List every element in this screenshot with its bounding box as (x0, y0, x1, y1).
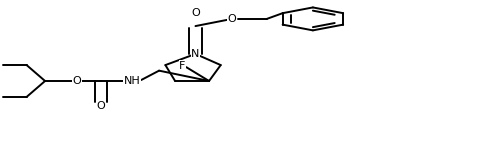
Text: O: O (72, 76, 81, 86)
Text: O: O (191, 8, 200, 18)
Text: F: F (179, 61, 185, 71)
Text: O: O (227, 14, 236, 24)
Text: NH: NH (124, 76, 141, 86)
Text: O: O (97, 101, 105, 111)
Text: N: N (191, 49, 200, 59)
